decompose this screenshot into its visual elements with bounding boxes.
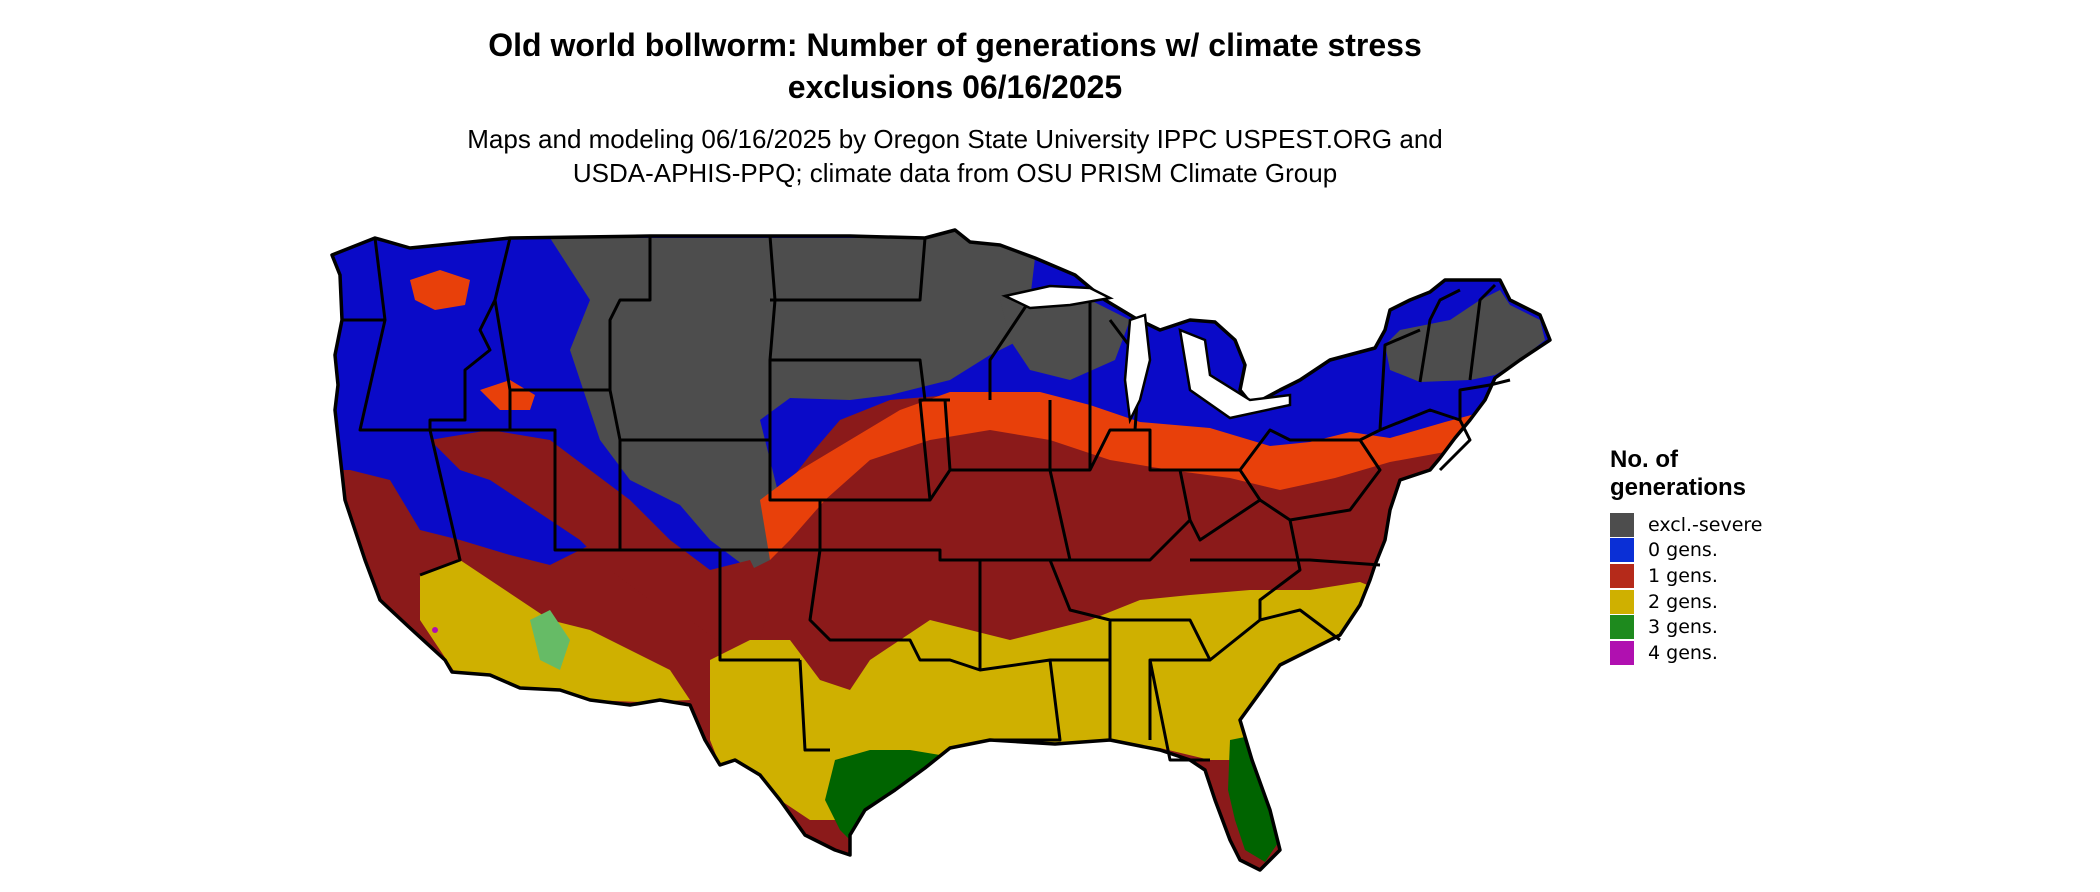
zone-excluded-wisconsin	[1000, 290, 1130, 380]
lake-huron-erie	[1178, 328, 1292, 420]
lake-superior	[1001, 284, 1114, 310]
zone-one-gen-warm-idaho	[480, 380, 535, 410]
legend-title-line-2: generations	[1610, 474, 1747, 501]
legend-label: 3 gens.	[1648, 616, 1718, 639]
state-border-lines	[342, 235, 1511, 762]
legend-swatch	[1610, 512, 1634, 537]
legend-item: 4 gens.	[1610, 640, 1870, 666]
map-title: Old world bollworm: Number of generation…	[0, 24, 1910, 108]
state-borders	[342, 235, 1511, 762]
great-lakes	[1001, 284, 1292, 425]
legend-swatch	[1610, 615, 1634, 640]
zone-one-gen-warm-washington	[410, 270, 470, 310]
legend-title: No. of generations	[1610, 446, 1870, 502]
legend-swatch	[1610, 589, 1634, 614]
legend-label: 4 gens.	[1648, 641, 1718, 664]
map-subtitle: Maps and modeling 06/16/2025 by Oregon S…	[0, 122, 1910, 190]
legend-swatch	[1610, 538, 1634, 563]
map-subtitle-line-2: USDA-APHIS-PPQ; climate data from OSU PR…	[572, 158, 1338, 188]
map-subtitle-line-1: Maps and modeling 06/16/2025 by Oregon S…	[467, 124, 1443, 154]
zone-one-gen-great-basin	[430, 430, 770, 650]
legend-label: 2 gens.	[1648, 590, 1718, 613]
legend-item: 2 gens.	[1610, 589, 1870, 615]
map-title-line-2: exclusions 06/16/2025	[787, 69, 1123, 105]
legend-swatch	[1610, 563, 1634, 588]
legend-label: 0 gens.	[1648, 539, 1718, 562]
zone-one-gen-warm-fringe	[760, 392, 1490, 560]
zone-four-gens-socal	[432, 627, 438, 633]
lake-michigan	[1123, 313, 1152, 425]
legend-label: excl.-severe	[1648, 513, 1763, 536]
zone-three-gens-florida	[1228, 735, 1280, 862]
us-generations-map	[330, 228, 1552, 872]
legend-item: excl.-severe	[1610, 512, 1870, 538]
zone-excluded-plains	[550, 230, 1035, 570]
legend-item: 0 gens.	[1610, 538, 1870, 564]
map-title-line-1: Old world bollworm: Number of generation…	[488, 27, 1422, 63]
zone-three-gens-desert	[530, 610, 570, 670]
legend-item: 1 gens.	[1610, 563, 1870, 589]
legend-item: 3 gens.	[1610, 614, 1870, 640]
legend-title-line-1: No. of	[1610, 446, 1678, 473]
legend: No. of generations excl.-severe 0 gens. …	[1610, 446, 1870, 666]
legend-swatch	[1610, 640, 1634, 665]
generation-zones	[332, 230, 1550, 870]
legend-label: 1 gens.	[1648, 564, 1718, 587]
